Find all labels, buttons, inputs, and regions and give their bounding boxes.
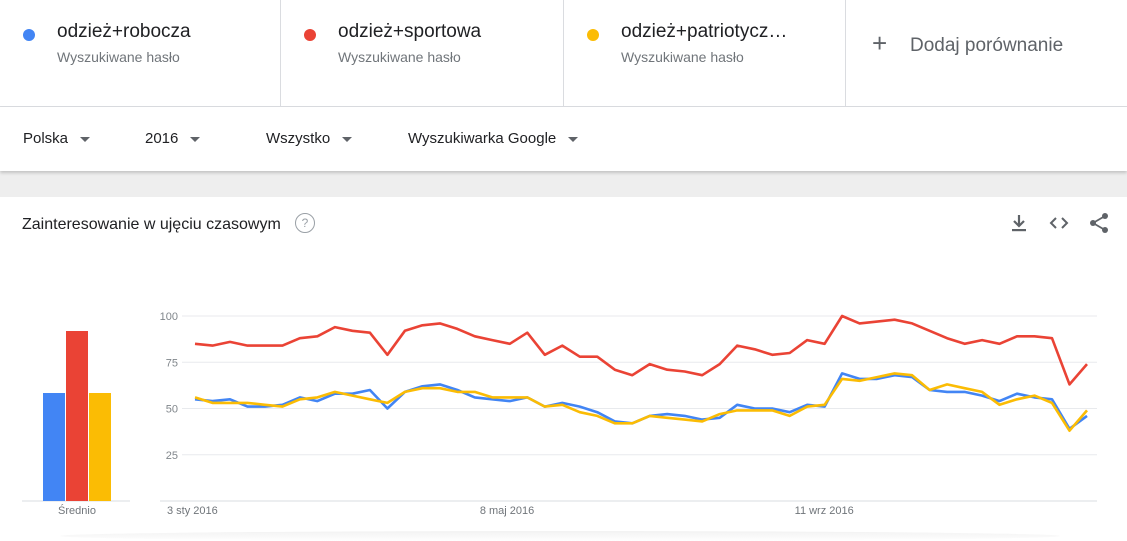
search-source-dropdown[interactable]: Wyszukiwarka Google xyxy=(408,130,579,147)
share-icon[interactable] xyxy=(1087,211,1111,235)
y-tick-label-25: 25 xyxy=(166,450,178,462)
search-source-value: Wyszukiwarka Google xyxy=(408,130,557,147)
term-name-1[interactable]: odzież+robocza xyxy=(57,21,191,42)
term-card-3[interactable]: odzież+patriotycz… Wyszukiwane hasło xyxy=(564,0,846,106)
period-dropdown[interactable]: 2016 xyxy=(145,130,201,147)
series-line-3[interactable] xyxy=(194,372,1088,432)
x-tick-label-1: 3 sty 2016 xyxy=(167,505,218,517)
x-tick-label-3: 11 wrz 2016 xyxy=(795,505,854,517)
average-bar-patriotyczna[interactable] xyxy=(89,393,111,501)
caret-down-icon xyxy=(568,136,579,142)
term-color-dot-1 xyxy=(23,29,35,41)
card-shadow xyxy=(60,531,1060,541)
filter-bar: Polska 2016 Wszystko Wyszukiwarka Google xyxy=(0,107,1127,171)
add-comparison-button[interactable]: + Dodaj porównanie xyxy=(846,0,1127,106)
embed-icon[interactable] xyxy=(1047,211,1071,235)
period-value: 2016 xyxy=(145,130,179,147)
plus-icon: + xyxy=(872,28,888,58)
average-bar-robocza[interactable] xyxy=(43,393,65,501)
add-comparison-label: Dodaj porównanie xyxy=(910,35,1064,56)
region-value: Polska xyxy=(23,130,69,147)
average-label: Średnio xyxy=(58,504,96,517)
average-bar-chart: Średnio xyxy=(22,331,130,517)
y-tick-label-50: 50 xyxy=(166,404,178,416)
term-card-2[interactable]: odzież+sportowa Wyszukiwane hasło xyxy=(281,0,564,106)
region-dropdown[interactable]: Polska xyxy=(23,130,91,147)
y-tick-label-100: 100 xyxy=(160,311,178,323)
term-subtitle-2: Wyszukiwane hasło xyxy=(338,49,461,65)
term-subtitle-3: Wyszukiwane hasło xyxy=(621,49,744,65)
x-tick-label-2: 8 maj 2016 xyxy=(480,505,534,517)
series-line-2[interactable] xyxy=(194,314,1088,386)
term-subtitle-1: Wyszukiwane hasło xyxy=(57,49,180,65)
category-dropdown[interactable]: Wszystko xyxy=(266,130,353,147)
download-icon[interactable] xyxy=(1007,211,1031,235)
term-color-dot-2 xyxy=(304,29,316,41)
average-bar-sportowa[interactable] xyxy=(66,331,88,501)
term-name-2[interactable]: odzież+sportowa xyxy=(338,21,482,42)
y-tick-label-75: 75 xyxy=(166,357,178,369)
interest-line-chart: 25 50 75 100 3 sty 2016 8 maj 2016 11 wrz 2016 xyxy=(160,311,1097,517)
term-color-dot-3 xyxy=(587,29,599,41)
interest-over-time-card: Zainteresowanie w ujęciu czasowym ? Śred… xyxy=(0,197,1127,541)
compare-bar: odzież+robocza Wyszukiwane hasło odzież+… xyxy=(0,0,1127,107)
term-name-3[interactable]: odzież+patriotycz… xyxy=(621,21,788,42)
section-separator xyxy=(0,171,1127,197)
card-title: Zainteresowanie w ujęciu czasowym xyxy=(22,216,281,233)
help-icon[interactable]: ? xyxy=(295,213,315,233)
caret-down-icon xyxy=(80,136,91,142)
caret-down-icon xyxy=(342,136,353,142)
category-value: Wszystko xyxy=(266,130,331,147)
term-card-1[interactable]: odzież+robocza Wyszukiwane hasło xyxy=(0,0,281,106)
caret-down-icon xyxy=(190,136,201,142)
